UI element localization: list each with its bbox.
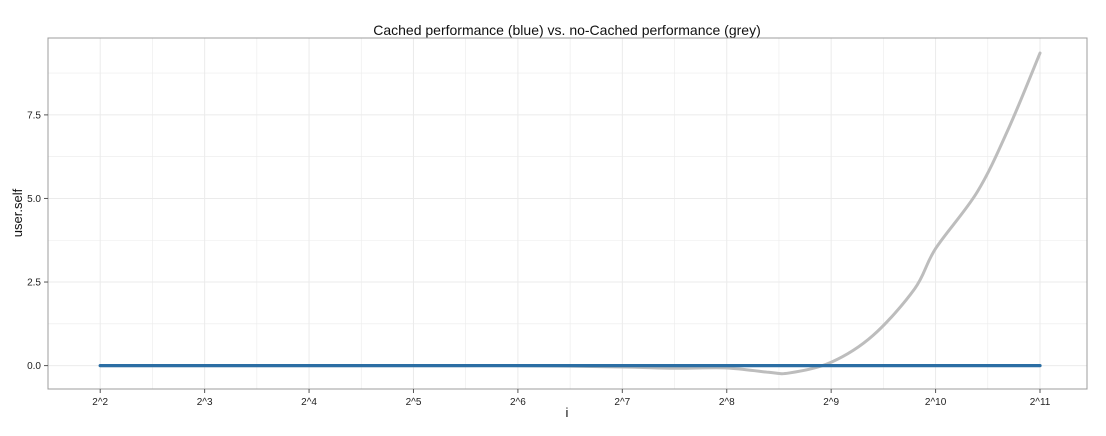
x-tick-label: 2^9 (823, 397, 839, 408)
y-tick-label: 0.0 (27, 361, 41, 372)
y-tick-label: 2.5 (27, 278, 41, 289)
x-tick-label: 2^10 (925, 397, 947, 408)
x-axis: 2^2 2^3 2^4 2^5 2^6 2^7 2^8 2^9 2^10 2^11 (92, 389, 1051, 408)
x-tick-label: 2^4 (301, 397, 317, 408)
series-layer (98, 51, 1042, 376)
x-tick-label: 2^7 (614, 397, 630, 408)
y-tick-label: 7.5 (27, 110, 41, 121)
plot-panel (48, 38, 1087, 389)
x-axis-title: i (566, 405, 569, 420)
x-tick-label: 2^11 (1030, 397, 1051, 408)
plot-panel-border (47, 37, 1088, 390)
grid-layer (48, 38, 1087, 389)
x-tick-label: 2^8 (719, 397, 735, 408)
x-tick-label: 2^5 (406, 397, 422, 408)
y-tick-label: 5.0 (27, 194, 41, 205)
chart-title: Cached performance (blue) vs. no-Cached … (373, 22, 761, 38)
y-axis: 0.0 2.5 5.0 7.5 (27, 110, 48, 372)
y-axis-title: user.self (10, 188, 25, 237)
x-tick-label: 2^3 (197, 397, 213, 408)
x-tick-label: 2^6 (510, 397, 526, 408)
x-tick-label: 2^2 (92, 397, 108, 408)
